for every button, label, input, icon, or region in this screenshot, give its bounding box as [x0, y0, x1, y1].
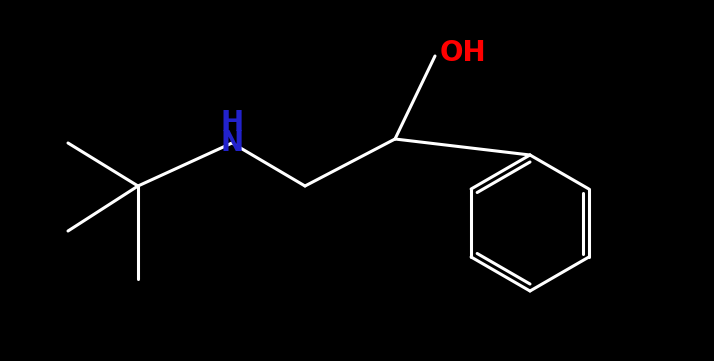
- Text: OH: OH: [440, 39, 487, 67]
- Text: H: H: [221, 109, 243, 137]
- Text: N: N: [221, 129, 243, 157]
